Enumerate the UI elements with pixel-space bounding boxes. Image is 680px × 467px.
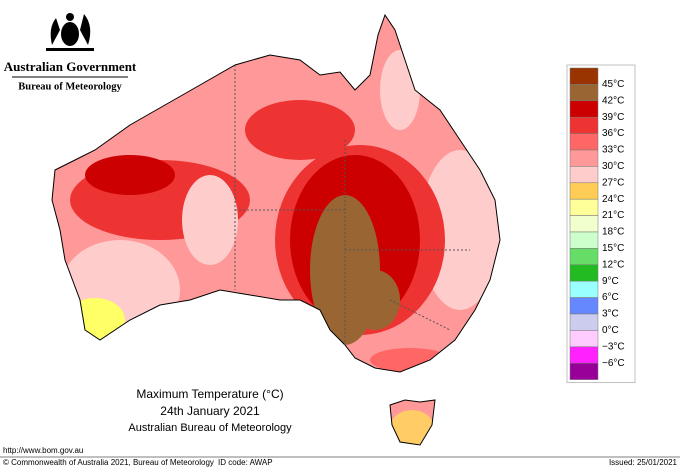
coastline <box>51 13 501 446</box>
legend-swatch <box>569 280 599 298</box>
government-name: Australian Government <box>4 59 137 74</box>
agency-name: Bureau of Meteorology <box>18 81 122 92</box>
footer-issued: Issued: 25/01/2021 <box>609 458 678 467</box>
legend-swatch <box>569 231 599 249</box>
legend-label: 6°C <box>602 292 619 303</box>
legend-label: 18°C <box>602 227 624 238</box>
legend-swatch <box>569 346 599 364</box>
footer-url[interactable]: http://www.bom.gov.au <box>3 446 83 455</box>
legend: 45°C 42°C 39°C 36°C 33°C 30°C 27°C 24°C 21°C 18°C… <box>566 64 636 383</box>
legend-frame <box>566 64 636 383</box>
legend-swatch <box>569 248 599 266</box>
legend-swatch <box>569 116 599 134</box>
map-title: Maximum Temperature (°C) <box>136 387 283 401</box>
legend-swatch <box>569 362 599 380</box>
legend-label: 39°C <box>602 112 624 123</box>
legend-swatch <box>569 215 599 233</box>
legend-label: −6°C <box>602 358 625 369</box>
legend-label: 3°C <box>602 309 619 320</box>
footer-id-code: ID code: AWAP <box>218 458 273 467</box>
legend-label: 45°C <box>602 79 624 90</box>
legend-label: 21°C <box>602 210 624 221</box>
legend-label: 30°C <box>602 161 624 172</box>
legend-swatch <box>569 166 599 184</box>
legend-swatch <box>569 67 599 85</box>
map-date: 24th January 2021 <box>160 404 260 418</box>
legend-label: 9°C <box>602 276 619 287</box>
legend-label: 24°C <box>602 194 624 205</box>
legend-swatch <box>569 330 599 348</box>
footer-copyright: © Commonwealth of Australia 2021, Bureau… <box>3 458 214 467</box>
legend-label: 27°C <box>602 177 624 188</box>
crest <box>46 13 94 51</box>
legend-swatch <box>569 264 599 282</box>
state-borders <box>234 65 470 345</box>
legend-label: 15°C <box>602 243 624 254</box>
legend-label: −3°C <box>602 341 625 352</box>
legend-swatch <box>569 100 599 118</box>
legend-label: 36°C <box>602 128 624 139</box>
map-source: Australian Bureau of Meteorology <box>128 422 292 434</box>
legend-swatch <box>569 133 599 151</box>
legend-label: 12°C <box>602 259 624 270</box>
legend-label: 33°C <box>602 145 624 156</box>
legend-swatch <box>569 182 599 200</box>
legend-swatch <box>569 84 599 102</box>
legend-swatch <box>569 198 599 216</box>
legend-label: 0°C <box>602 325 619 336</box>
legend-swatch <box>569 149 599 167</box>
legend-swatch <box>569 313 599 331</box>
legend-swatch <box>569 297 599 315</box>
legend-label: 42°C <box>602 95 624 106</box>
